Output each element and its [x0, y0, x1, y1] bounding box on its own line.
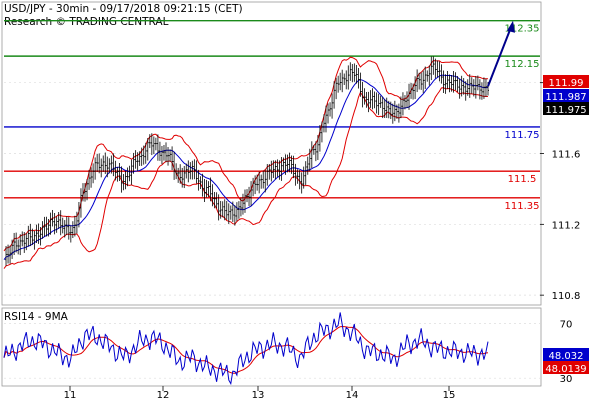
- rsi-panel: RSI14 - 9MA 70 30 48.032 48.0139: [3, 311, 589, 386]
- time-tick-label: 14: [346, 390, 359, 400]
- price-tick-label: 110.8: [552, 291, 581, 302]
- chart-subtitle: Research © TRADING CENTRAL: [4, 16, 169, 28]
- rsi-line: [3, 312, 489, 386]
- level-label-111.35: 111.35: [505, 201, 540, 212]
- rsi-tag-48.032: [543, 348, 589, 361]
- time-tick-label: 11: [64, 390, 77, 400]
- price-tag-label: 111.987: [545, 92, 586, 103]
- level-label-112.15: 112.15: [505, 59, 540, 70]
- rsi-tag-label: 48.032: [549, 351, 584, 362]
- level-label-111.5: 111.5: [508, 174, 537, 185]
- chart-title: USD/JPY - 30min - 09/17/2018 09:21:15 (C…: [4, 3, 243, 15]
- rsi-tag-label: 48.0139: [545, 364, 586, 375]
- levels: 112.35 112.15 111.75 111.5 111.35: [4, 20, 540, 212]
- time-axis: 11 12 13 14 15: [64, 386, 456, 400]
- price-tick-label: 111.2: [552, 220, 581, 231]
- rsi-tick-label: 30: [560, 374, 573, 385]
- price-tag-111.975: [543, 102, 589, 115]
- price-tag-label: 111.99: [549, 78, 584, 89]
- rsi-panel-frame: [1, 307, 542, 387]
- price-tag-111.99: [543, 75, 589, 88]
- lower-band: [3, 87, 489, 269]
- time-tick-label: 13: [252, 390, 265, 400]
- price-tag-111.987: [543, 89, 589, 102]
- forecast-arrow-shaft: [487, 24, 513, 87]
- time-tick-label: 12: [157, 390, 170, 400]
- rsi-tick-label: 70: [560, 320, 573, 331]
- price-tag-label: 111.975: [545, 105, 586, 116]
- level-label-111.75: 111.75: [505, 130, 540, 141]
- forecast-arrow: [487, 20, 515, 87]
- rsi-tag-48.0139: [543, 361, 589, 374]
- rsi-ma-line: [3, 325, 489, 374]
- time-tick-label: 15: [443, 390, 456, 400]
- price-tags: 111.99 111.987 111.975: [543, 75, 589, 116]
- level-label-112.35: 112.35: [505, 24, 540, 35]
- forecast-arrow-head: [507, 20, 515, 33]
- candles: [5, 56, 489, 266]
- price-tick-label: 111.6: [552, 150, 581, 161]
- rsi-title: RSI14 - 9MA: [4, 311, 69, 323]
